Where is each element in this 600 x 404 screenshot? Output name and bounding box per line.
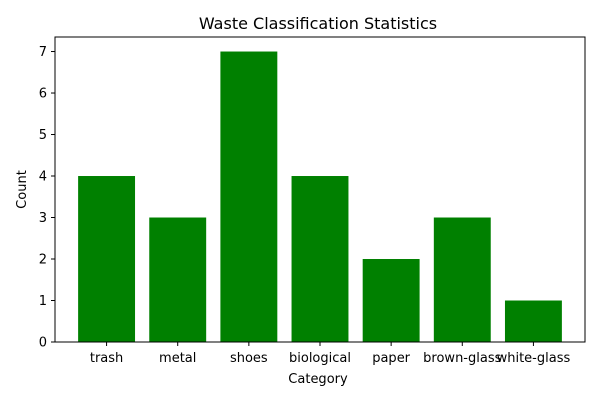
- y-tick-label: 0: [39, 336, 47, 351]
- x-tick-label: metal: [159, 351, 196, 366]
- y-tick-label: 7: [39, 45, 47, 60]
- y-tick-label: 1: [39, 294, 47, 309]
- bar-brown-glass: [433, 217, 491, 342]
- chart-title: Waste Classification Statistics: [199, 14, 437, 33]
- y-tick-label: 2: [39, 253, 47, 268]
- bar-biological: [291, 176, 349, 342]
- bar-paper: [362, 259, 420, 342]
- x-tick-label: paper: [372, 351, 410, 366]
- y-axis-ticks: 0 1 2 3 4 5 6 7: [39, 45, 55, 351]
- bar-metal: [149, 217, 207, 342]
- y-axis-label: Count: [15, 170, 30, 209]
- bar-trash: [78, 176, 136, 342]
- x-axis-label: Category: [288, 372, 348, 387]
- x-axis-ticks: trash metal shoes biological paper brown-glas…: [90, 342, 571, 366]
- plot-frame: [54, 36, 586, 343]
- x-tick-label: white-glass: [497, 351, 571, 366]
- y-tick-label: 3: [39, 211, 47, 226]
- y-tick-label: 5: [39, 128, 47, 143]
- x-tick-label: trash: [90, 351, 123, 366]
- x-tick-label: brown-glass: [423, 351, 501, 366]
- x-tick-label: shoes: [230, 351, 268, 366]
- bar-shoes: [220, 51, 278, 343]
- bars-group: [78, 51, 562, 343]
- bar-white-glass: [504, 300, 562, 342]
- y-tick-label: 6: [39, 87, 47, 102]
- x-tick-label: biological: [289, 351, 351, 366]
- y-tick-label: 4: [39, 170, 47, 185]
